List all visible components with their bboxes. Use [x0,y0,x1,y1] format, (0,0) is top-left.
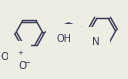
Text: +: + [17,50,23,56]
Text: O: O [18,61,27,71]
Text: OH: OH [56,34,71,44]
Text: N: N [92,37,100,47]
Text: N: N [13,51,20,61]
Text: O: O [0,52,9,62]
Text: −: − [23,59,30,68]
